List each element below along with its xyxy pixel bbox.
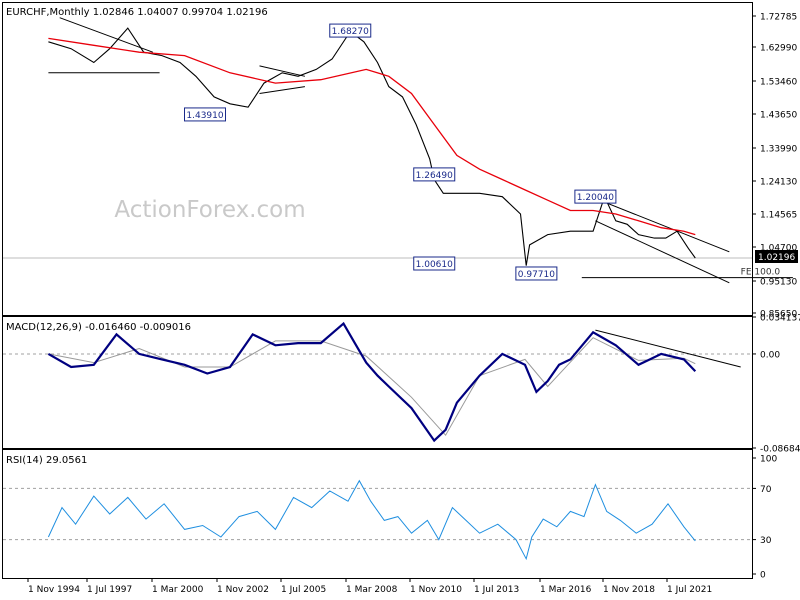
price-trendline bbox=[595, 220, 730, 284]
macd-y-tick-label: 0.034137 bbox=[760, 314, 800, 324]
price-y-tick-label: 1.53460 bbox=[760, 78, 797, 88]
price-annotation-box bbox=[574, 189, 617, 204]
price-annotation-label: 1.00610 bbox=[416, 260, 453, 270]
x-tick-label: 1 Jul 2021 bbox=[667, 585, 712, 595]
rsi-header: RSI(14) 29.0561 bbox=[6, 455, 87, 466]
rsi-y-tick-label: 70 bbox=[760, 485, 772, 495]
price-y-tick-label: 0.95130 bbox=[760, 278, 797, 288]
price-trendline bbox=[590, 196, 730, 253]
x-tick-label: 1 Nov 2018 bbox=[603, 585, 655, 595]
macd-y-tick-label: 0.00 bbox=[760, 350, 780, 360]
macd-header: MACD(12,26,9) -0.016460 -0.009016 bbox=[6, 322, 191, 333]
rsi-panel bbox=[2, 449, 753, 579]
current-value-box bbox=[755, 250, 798, 263]
x-tick-label: 1 Nov 2002 bbox=[217, 585, 269, 595]
price-trendline bbox=[259, 86, 305, 94]
price-annotation-label: 1.43910 bbox=[186, 111, 223, 121]
x-tick-label: 1 Nov 1994 bbox=[28, 585, 80, 595]
price-annotation-label: 1.20040 bbox=[577, 193, 614, 203]
x-tick-label: 1 Nov 2010 bbox=[410, 585, 462, 595]
price-series-eurchf bbox=[48, 27, 696, 266]
price-y-tick-label: 1.62990 bbox=[760, 44, 797, 54]
x-tick-label: 1 Mar 2016 bbox=[540, 585, 592, 595]
watermark: ActionForex.com bbox=[114, 197, 305, 223]
price-trendline bbox=[259, 65, 306, 77]
price-annotation-box bbox=[184, 107, 227, 122]
rsi-y-tick-label: 0 bbox=[760, 571, 766, 581]
price-y-tick-label: 1.24130 bbox=[760, 178, 797, 188]
current-value-label: 1.02196 bbox=[758, 253, 795, 263]
x-tick-label: 1 Mar 2008 bbox=[346, 585, 398, 595]
price-panel bbox=[2, 2, 753, 316]
price-y-tick-label: 1.04700 bbox=[760, 244, 797, 254]
price-annotation-label: 1.68270 bbox=[332, 27, 369, 37]
x-tick-label: 1 Jul 2005 bbox=[281, 585, 326, 595]
price-y-tick-label: 0.85650 bbox=[760, 310, 797, 320]
price-y-tick-label: 1.43650 bbox=[760, 111, 797, 121]
price-annotation-box bbox=[413, 256, 456, 271]
price-y-tick-label: 1.14565 bbox=[760, 211, 797, 221]
rsi-y-tick-label: 100 bbox=[760, 455, 777, 465]
fib-extension-label: FE 100.0 bbox=[741, 268, 781, 278]
x-tick-label: 1 Jul 1997 bbox=[87, 585, 132, 595]
macd-y-tick-label: -0.086849 bbox=[760, 445, 800, 455]
macd-line bbox=[47, 321, 697, 443]
macd-trendline bbox=[595, 329, 741, 368]
price-annotation-label: 1.26490 bbox=[416, 171, 453, 181]
price-annotation-label: 0.97710 bbox=[518, 270, 555, 280]
price-series-sma bbox=[48, 37, 696, 236]
price-y-tick-label: 1.72785 bbox=[760, 13, 797, 23]
x-tick-label: 1 Jul 2013 bbox=[474, 585, 519, 595]
price-annotation-box bbox=[413, 167, 456, 182]
price-annotation-box bbox=[329, 23, 372, 38]
price-trendline bbox=[59, 17, 153, 53]
price-header: EURCHF,Monthly 1.02846 1.04007 0.99704 1… bbox=[6, 7, 268, 18]
rsi-line bbox=[47, 479, 696, 561]
price-annotation-box bbox=[515, 266, 558, 281]
rsi-y-tick-label: 30 bbox=[760, 536, 772, 546]
price-y-tick-label: 1.33990 bbox=[760, 145, 797, 155]
x-tick-label: 1 Mar 2000 bbox=[152, 585, 204, 595]
